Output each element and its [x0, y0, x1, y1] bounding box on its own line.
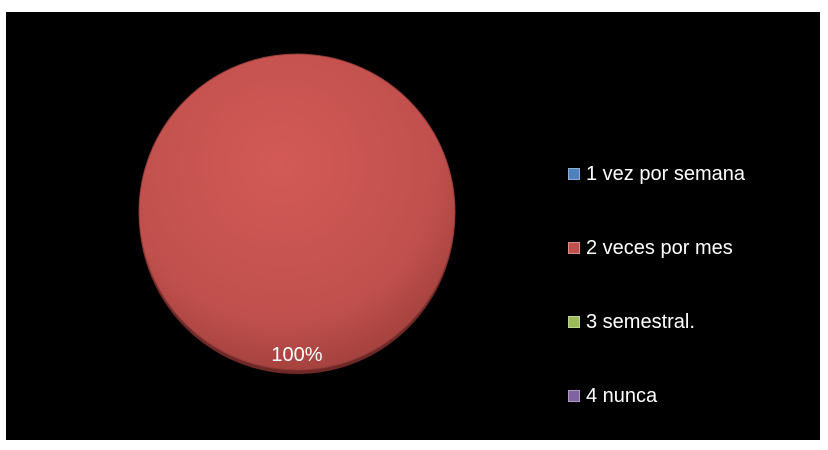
legend-swatch-3	[568, 316, 580, 328]
legend-label-3: 3 semestral.	[586, 311, 695, 333]
legend-label-1: 1 vez por semana	[586, 163, 745, 185]
data-label-2: 100%	[271, 344, 322, 366]
legend-item-1: 1 vez por semana	[568, 160, 745, 188]
legend-item-2: 2 veces por mes	[568, 234, 733, 262]
legend-swatch-2	[568, 242, 580, 254]
legend-item-3: 3 semestral.	[568, 308, 695, 336]
legend-label-2: 2 veces por mes	[586, 237, 733, 259]
legend-label-4: 4 nunca	[586, 385, 658, 407]
chart-area: 100% 1 vez por semana 2 veces por mes 3 se…	[6, 12, 820, 440]
legend-swatch-1	[568, 168, 580, 180]
pie-data-labels: 100%	[271, 344, 322, 366]
pie-chart: 100%	[138, 53, 456, 374]
legend-item-4: 4 nunca	[568, 382, 657, 410]
pie-slices	[138, 53, 456, 374]
pie-slice-2	[138, 53, 456, 371]
legend-swatch-4	[568, 390, 580, 402]
